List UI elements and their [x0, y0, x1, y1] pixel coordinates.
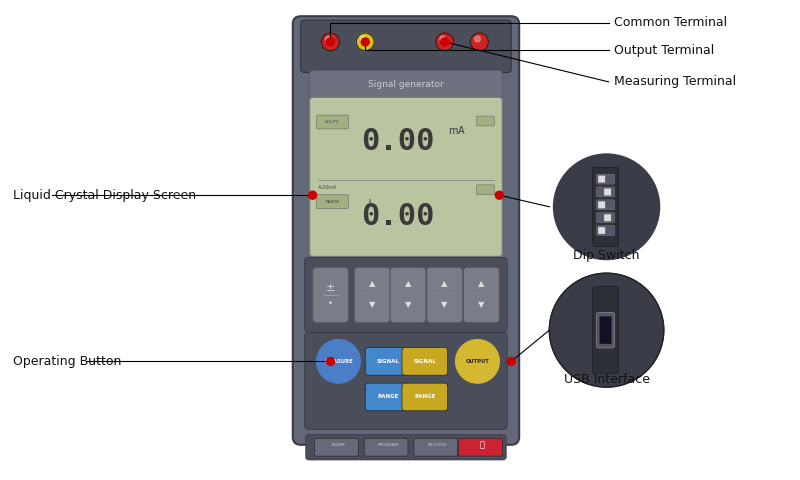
FancyBboxPatch shape [310, 71, 502, 98]
FancyBboxPatch shape [317, 115, 348, 129]
FancyBboxPatch shape [598, 176, 605, 182]
Text: MEASURE: MEASURE [324, 359, 353, 364]
FancyBboxPatch shape [310, 97, 502, 256]
Text: ▼: ▼ [369, 300, 375, 309]
Circle shape [440, 36, 446, 42]
FancyBboxPatch shape [366, 348, 411, 375]
Text: Measuring Terminal: Measuring Terminal [614, 75, 736, 88]
Text: ▼: ▼ [405, 300, 411, 309]
Text: •: • [328, 300, 333, 308]
Text: ▲: ▲ [478, 278, 485, 288]
FancyBboxPatch shape [354, 267, 390, 323]
Text: Dip Switch: Dip Switch [574, 250, 640, 263]
Text: RANGE: RANGE [326, 200, 340, 204]
FancyBboxPatch shape [604, 189, 611, 195]
Circle shape [441, 38, 449, 46]
Circle shape [474, 36, 481, 42]
Circle shape [317, 340, 360, 383]
Text: USB Interface: USB Interface [563, 373, 650, 386]
Text: ⏻: ⏻ [480, 441, 485, 450]
Text: Signal generator: Signal generator [368, 80, 444, 89]
Circle shape [436, 33, 454, 51]
Circle shape [326, 36, 331, 42]
Text: ▼: ▼ [478, 300, 485, 309]
Circle shape [326, 38, 334, 46]
Text: Output Terminal: Output Terminal [614, 44, 714, 57]
FancyBboxPatch shape [414, 438, 458, 456]
Text: ▲: ▲ [405, 278, 411, 288]
FancyBboxPatch shape [593, 167, 618, 246]
FancyBboxPatch shape [593, 287, 618, 373]
Text: Common Terminal: Common Terminal [614, 16, 726, 29]
Circle shape [550, 273, 664, 387]
Text: PROGRAM: PROGRAM [378, 443, 398, 447]
Text: SIGNAL: SIGNAL [414, 359, 436, 364]
Text: SIGNAL: SIGNAL [377, 359, 399, 364]
Text: VOL/TC: VOL/TC [325, 120, 340, 124]
FancyBboxPatch shape [301, 20, 511, 72]
Text: m: m [448, 126, 457, 136]
FancyBboxPatch shape [598, 227, 605, 234]
Text: ▼: ▼ [442, 300, 448, 309]
FancyBboxPatch shape [597, 200, 614, 210]
Circle shape [507, 358, 515, 365]
Text: OUTPUT: OUTPUT [466, 359, 490, 364]
FancyBboxPatch shape [305, 333, 507, 430]
FancyBboxPatch shape [305, 257, 507, 333]
FancyBboxPatch shape [364, 438, 408, 456]
Text: PROCESS: PROCESS [428, 443, 447, 447]
Text: 0.00: 0.00 [362, 127, 434, 156]
Circle shape [309, 191, 317, 199]
FancyBboxPatch shape [306, 434, 506, 460]
FancyBboxPatch shape [390, 267, 426, 323]
Text: 4-20mA: 4-20mA [318, 185, 337, 190]
Circle shape [495, 191, 503, 199]
FancyBboxPatch shape [402, 383, 448, 411]
Circle shape [362, 38, 370, 46]
FancyBboxPatch shape [314, 438, 358, 456]
Circle shape [356, 33, 374, 51]
FancyBboxPatch shape [477, 116, 494, 126]
Text: Liquid Crystal Display Screen: Liquid Crystal Display Screen [13, 189, 196, 202]
Text: ±: ± [326, 283, 335, 293]
Text: A: A [458, 126, 464, 136]
Circle shape [360, 36, 366, 42]
FancyBboxPatch shape [366, 383, 411, 411]
Circle shape [470, 33, 488, 51]
FancyBboxPatch shape [427, 267, 462, 323]
FancyBboxPatch shape [463, 267, 499, 323]
Circle shape [456, 340, 499, 383]
FancyBboxPatch shape [600, 316, 611, 344]
Circle shape [322, 33, 339, 51]
FancyBboxPatch shape [402, 348, 448, 375]
FancyBboxPatch shape [477, 185, 494, 195]
Text: CALIBR: CALIBR [331, 443, 346, 447]
Text: II: II [369, 199, 372, 204]
FancyBboxPatch shape [597, 174, 614, 184]
FancyBboxPatch shape [293, 16, 519, 445]
Circle shape [326, 358, 334, 365]
Text: RANGE: RANGE [378, 395, 398, 399]
Text: ▲: ▲ [442, 278, 448, 288]
FancyBboxPatch shape [598, 201, 605, 208]
FancyBboxPatch shape [597, 213, 614, 223]
FancyBboxPatch shape [597, 226, 614, 236]
Text: Operating Button: Operating Button [13, 355, 121, 368]
FancyBboxPatch shape [597, 187, 614, 197]
Text: RANGE: RANGE [414, 395, 435, 399]
FancyBboxPatch shape [458, 438, 502, 456]
FancyBboxPatch shape [604, 214, 611, 221]
Text: ▲: ▲ [369, 278, 375, 288]
Circle shape [550, 150, 664, 264]
Text: 0.00: 0.00 [362, 202, 434, 231]
FancyBboxPatch shape [317, 195, 348, 209]
FancyBboxPatch shape [313, 267, 348, 323]
FancyBboxPatch shape [597, 312, 614, 348]
